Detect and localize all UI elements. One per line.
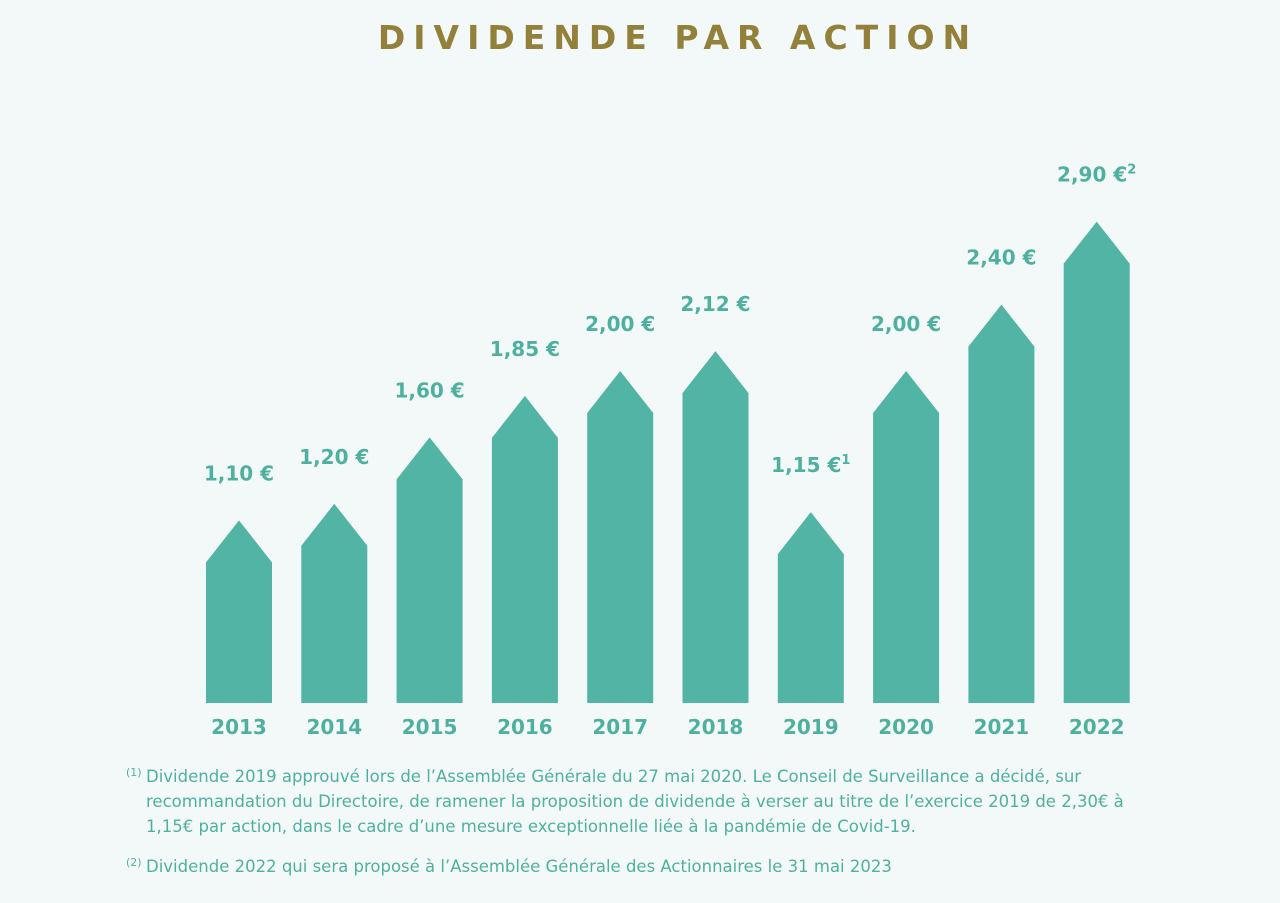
year-label-2014: 2014 bbox=[306, 715, 362, 739]
bar-2022 bbox=[1063, 221, 1130, 703]
bar-2017 bbox=[587, 371, 654, 703]
bar-2016 bbox=[491, 395, 558, 703]
bar-2020 bbox=[873, 371, 940, 703]
year-label-2015: 2015 bbox=[402, 715, 458, 739]
year-label-2017: 2017 bbox=[592, 715, 648, 739]
value-label-2014: 1,20 € bbox=[299, 445, 369, 469]
value-label-2022: 2,90 €2 bbox=[1057, 163, 1136, 187]
footnote-2-text: Dividende 2022 qui sera proposé à l’Asse… bbox=[146, 857, 892, 876]
year-label-2013: 2013 bbox=[211, 715, 267, 739]
year-label-2021: 2021 bbox=[974, 715, 1030, 739]
value-label-2019: 1,15 €1 bbox=[771, 453, 850, 477]
bar-2015 bbox=[396, 437, 463, 703]
bar-2014 bbox=[301, 503, 368, 703]
bar-2018 bbox=[682, 351, 749, 703]
value-label-2016: 1,85 € bbox=[490, 337, 560, 361]
value-label-2018: 2,12 € bbox=[680, 292, 750, 316]
footnote-1-mark: (1) bbox=[126, 766, 142, 779]
value-label-2021: 2,40 € bbox=[966, 246, 1036, 270]
year-label-2020: 2020 bbox=[878, 715, 934, 739]
value-label-2015: 1,60 € bbox=[394, 378, 464, 402]
value-label-2020: 2,00 € bbox=[871, 312, 941, 336]
chart-title: DIVIDENDE PAR ACTION bbox=[377, 18, 979, 57]
year-label-2016: 2016 bbox=[497, 715, 553, 739]
footnote-2: (2) Dividende 2022 qui sera proposé à l’… bbox=[126, 854, 1126, 879]
value-label-2013: 1,10 € bbox=[204, 461, 274, 485]
bar-2019 bbox=[777, 512, 844, 703]
bar-2021 bbox=[968, 304, 1035, 703]
footnote-2-mark: (2) bbox=[126, 856, 142, 869]
year-label-2019: 2019 bbox=[783, 715, 839, 739]
year-label-2018: 2018 bbox=[688, 715, 744, 739]
value-label-2017: 2,00 € bbox=[585, 312, 655, 336]
year-label-2022: 2022 bbox=[1069, 715, 1125, 739]
footnote-1: (1) Dividende 2019 approuvé lors de l’As… bbox=[126, 764, 1126, 839]
bar-2013 bbox=[206, 520, 272, 703]
footnote-1-text: Dividende 2019 approuvé lors de l’Assemb… bbox=[146, 767, 1124, 836]
